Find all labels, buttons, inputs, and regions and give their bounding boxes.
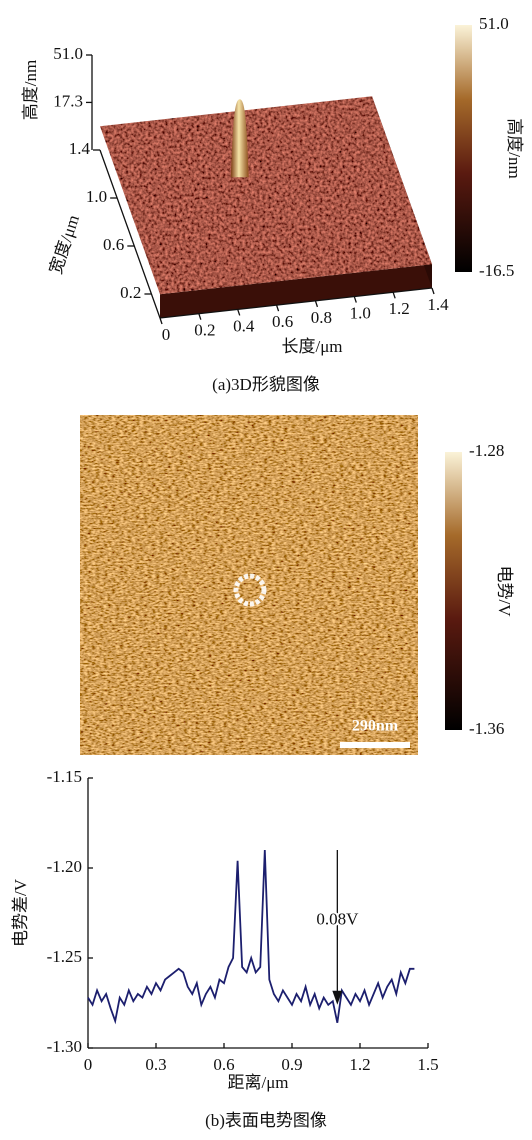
panel-b: 290nm -1.28 -1.36 电势/V	[80, 415, 514, 755]
line-series	[88, 850, 414, 1023]
x-tick	[238, 309, 240, 315]
x-tick-label: 1.2	[349, 1055, 370, 1074]
y-tick-label: -1.30	[47, 1037, 82, 1056]
colorbar-label: 高度/nm	[505, 118, 524, 178]
y-tick-label: 1.4	[69, 139, 91, 158]
x-tick-label: 0.9	[281, 1055, 302, 1074]
z-tick-label: 17.3	[53, 91, 83, 110]
caption: (a)3D形貌图像	[212, 375, 320, 394]
z-axis-label: 高度/nm	[21, 60, 40, 120]
surface	[100, 96, 432, 294]
x-tick-label: 0	[84, 1055, 93, 1074]
annotation: 0.08V	[316, 909, 359, 928]
colorbar-tick-label: -1.28	[469, 441, 504, 460]
colorbar-tick-label: -16.5	[479, 261, 514, 280]
x-tick	[160, 318, 162, 324]
x-tick	[393, 292, 395, 298]
x-tick	[199, 314, 201, 320]
y-tick-label: -1.15	[47, 767, 82, 786]
colorbar	[455, 25, 472, 272]
y-tick-label: -1.25	[47, 947, 82, 966]
scalebar-label: 290nm	[352, 718, 399, 735]
figure: 0 0.2 0.4 0.6 0.8 1.0 1.2 1.4 0.2 0.6 1.0 1.4 51.0 17…	[0, 0, 532, 1140]
x-tick	[315, 301, 317, 307]
x-tick-label: 1.0	[350, 303, 371, 322]
y-axis-label: 电势差/V	[11, 878, 30, 947]
y-axis-label: 宽度/μm	[46, 213, 83, 277]
x-tick	[432, 288, 434, 294]
x-tick-label: 1.5	[417, 1055, 438, 1074]
y-tick-label: 0.2	[120, 283, 141, 302]
x-tick	[354, 297, 356, 303]
page: {"chart_data":[ {"type":"surface3d","cap…	[0, 0, 532, 1140]
x-tick-label: 1.4	[427, 295, 449, 314]
x-tick-label: 0.3	[145, 1055, 166, 1074]
x-tick-label: 0.4	[233, 316, 255, 335]
x-tick-label: 0.2	[194, 321, 215, 340]
caption: (b)表面电势图像	[205, 1111, 327, 1130]
colorbar	[445, 452, 462, 730]
colorbar-label: 电势/V	[495, 566, 514, 618]
y-tick-label: -1.20	[47, 857, 82, 876]
y-tick-label: 1.0	[86, 187, 107, 206]
afm-image	[80, 415, 418, 755]
x-tick	[277, 305, 279, 311]
colorbar-tick-label: 51.0	[479, 14, 509, 33]
x-tick-label: 0.8	[311, 308, 332, 327]
panel-a: 0 0.2 0.4 0.6 0.8 1.0 1.2 1.4 0.2 0.6 1.0 1.4 51.0 17…	[21, 14, 524, 394]
x-tick-label: 0.6	[213, 1055, 234, 1074]
x-axis-label: 距离/μm	[227, 1073, 288, 1092]
x-axis-label: 长度/μm	[281, 337, 342, 356]
colorbar-tick-label: -1.36	[469, 719, 504, 738]
x-tick-label: 0	[162, 325, 171, 344]
z-tick-label: 51.0	[53, 44, 83, 63]
x-tick-label: 1.2	[389, 299, 410, 318]
scalebar	[340, 742, 410, 748]
panel-c: -1.30 -1.25 -1.20 -1.15 0 0.3 0.6 0.9 1.2 1.5 0.08…	[11, 767, 439, 1130]
x-tick-label: 0.6	[272, 312, 293, 331]
y-tick-label: 0.6	[103, 235, 124, 254]
